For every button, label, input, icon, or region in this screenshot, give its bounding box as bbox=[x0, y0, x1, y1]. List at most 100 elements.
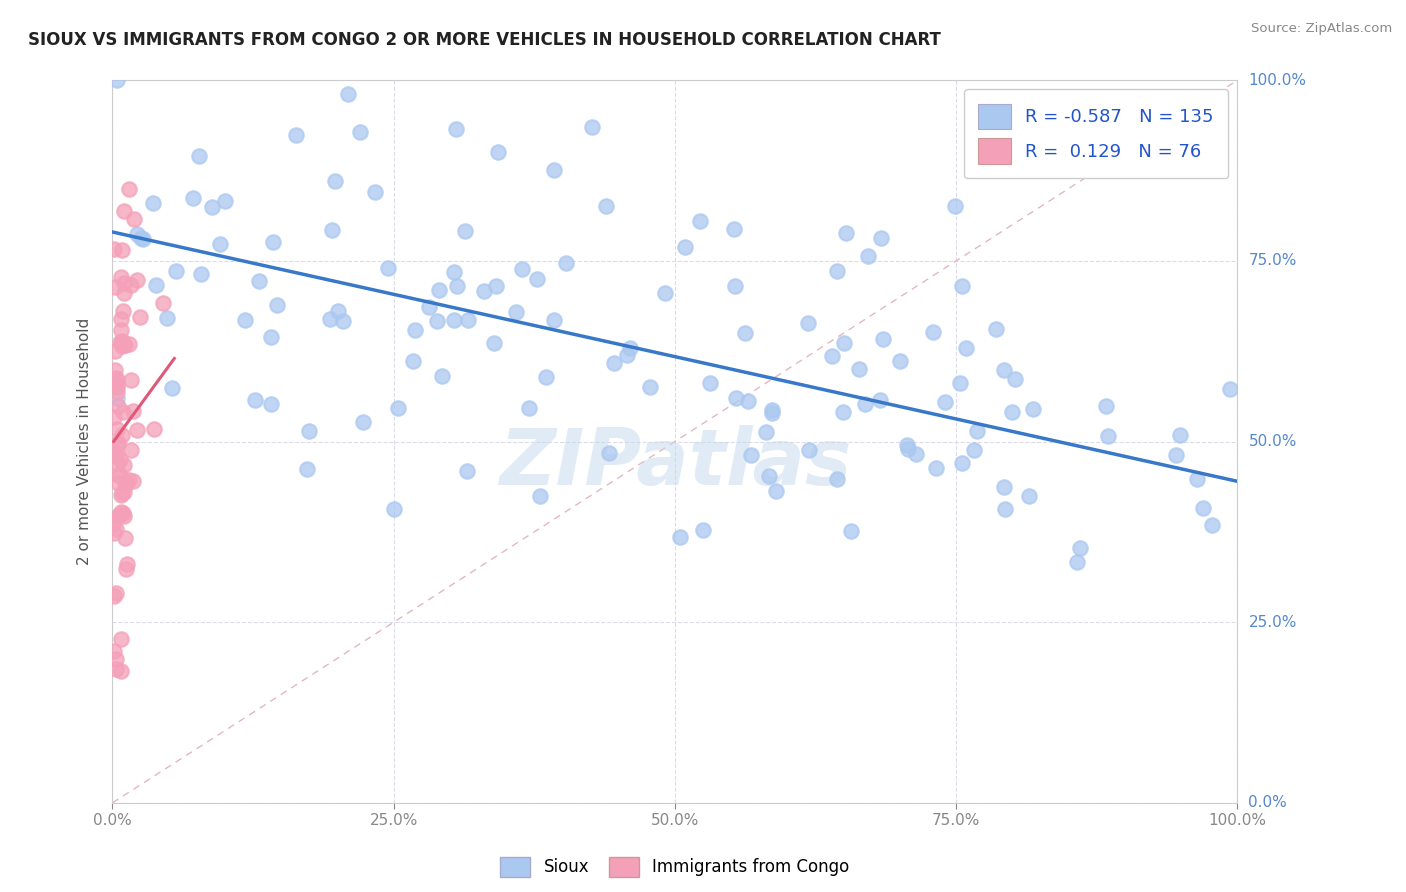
Point bbox=[737, 394, 759, 409]
Point bbox=[526, 272, 548, 286]
Point bbox=[121, 404, 143, 418]
Point bbox=[129, 231, 152, 245]
Point bbox=[430, 368, 453, 383]
Point bbox=[111, 244, 134, 258]
Text: 100.0%: 100.0% bbox=[1249, 73, 1306, 87]
Point bbox=[114, 475, 136, 490]
Point bbox=[107, 467, 129, 482]
Point bbox=[262, 235, 284, 249]
Point bbox=[831, 405, 853, 419]
Point bbox=[994, 502, 1017, 516]
Point bbox=[105, 378, 128, 392]
Point bbox=[103, 525, 125, 540]
Point bbox=[104, 279, 127, 293]
Point bbox=[382, 502, 405, 516]
Point bbox=[554, 256, 576, 270]
Text: 50.0%: 50.0% bbox=[1249, 434, 1296, 449]
Point bbox=[505, 305, 527, 319]
Text: 75.0%: 75.0% bbox=[1249, 253, 1296, 268]
Point bbox=[456, 464, 478, 478]
Point bbox=[364, 185, 387, 199]
Point bbox=[105, 391, 128, 405]
Point bbox=[825, 472, 848, 486]
Point bbox=[638, 380, 661, 394]
Point bbox=[955, 341, 977, 355]
Point bbox=[1185, 473, 1208, 487]
Point bbox=[454, 224, 477, 238]
Point bbox=[724, 279, 747, 293]
Point bbox=[444, 121, 467, 136]
Point bbox=[723, 222, 745, 236]
Point bbox=[517, 401, 540, 415]
Point bbox=[598, 446, 620, 460]
Point bbox=[474, 284, 496, 298]
Point bbox=[114, 477, 136, 491]
Point bbox=[418, 300, 440, 314]
Point bbox=[934, 394, 956, 409]
Point bbox=[543, 163, 565, 178]
Point bbox=[105, 421, 128, 435]
Point bbox=[834, 226, 856, 240]
Point bbox=[404, 323, 426, 337]
Point bbox=[1022, 402, 1045, 417]
Point bbox=[754, 425, 776, 440]
Point bbox=[181, 191, 204, 205]
Point bbox=[103, 410, 125, 425]
Point bbox=[114, 562, 136, 576]
Point bbox=[943, 199, 966, 213]
Point bbox=[214, 194, 236, 208]
Point bbox=[125, 272, 148, 286]
Point bbox=[105, 662, 128, 676]
Point bbox=[101, 516, 124, 531]
Point bbox=[108, 453, 131, 467]
Point bbox=[104, 343, 127, 358]
Point bbox=[200, 200, 222, 214]
Point bbox=[797, 317, 820, 331]
Point bbox=[143, 422, 166, 436]
Point bbox=[925, 461, 948, 475]
Point bbox=[534, 370, 557, 384]
Point bbox=[112, 285, 135, 300]
Point bbox=[104, 651, 127, 665]
Point bbox=[581, 120, 603, 135]
Point bbox=[103, 589, 125, 603]
Point bbox=[848, 362, 870, 376]
Point bbox=[832, 335, 855, 350]
Point bbox=[488, 145, 510, 159]
Point bbox=[117, 474, 139, 488]
Point bbox=[377, 260, 399, 275]
Point bbox=[266, 298, 288, 312]
Point bbox=[104, 448, 127, 462]
Point bbox=[103, 643, 125, 657]
Point bbox=[187, 148, 209, 162]
Point bbox=[692, 523, 714, 537]
Point bbox=[105, 456, 128, 470]
Point bbox=[112, 484, 135, 499]
Point bbox=[142, 195, 165, 210]
Point bbox=[949, 376, 972, 390]
Point bbox=[426, 314, 449, 328]
Point bbox=[120, 277, 142, 292]
Point bbox=[112, 276, 135, 290]
Point bbox=[427, 283, 450, 297]
Point bbox=[112, 509, 135, 524]
Point bbox=[616, 348, 638, 362]
Text: Source: ZipAtlas.com: Source: ZipAtlas.com bbox=[1251, 22, 1392, 36]
Point bbox=[108, 508, 131, 522]
Text: ZIPatlas: ZIPatlas bbox=[499, 425, 851, 501]
Point bbox=[543, 312, 565, 326]
Point bbox=[124, 212, 146, 227]
Point bbox=[725, 392, 748, 406]
Point bbox=[104, 363, 127, 377]
Y-axis label: 2 or more Vehicles in Household: 2 or more Vehicles in Household bbox=[77, 318, 91, 566]
Point bbox=[856, 249, 879, 263]
Point bbox=[112, 203, 135, 218]
Point bbox=[669, 530, 692, 544]
Point bbox=[963, 442, 986, 457]
Point bbox=[110, 311, 132, 326]
Point bbox=[966, 424, 988, 438]
Point bbox=[110, 632, 132, 646]
Point bbox=[107, 435, 129, 450]
Point bbox=[107, 475, 129, 490]
Point bbox=[110, 335, 132, 350]
